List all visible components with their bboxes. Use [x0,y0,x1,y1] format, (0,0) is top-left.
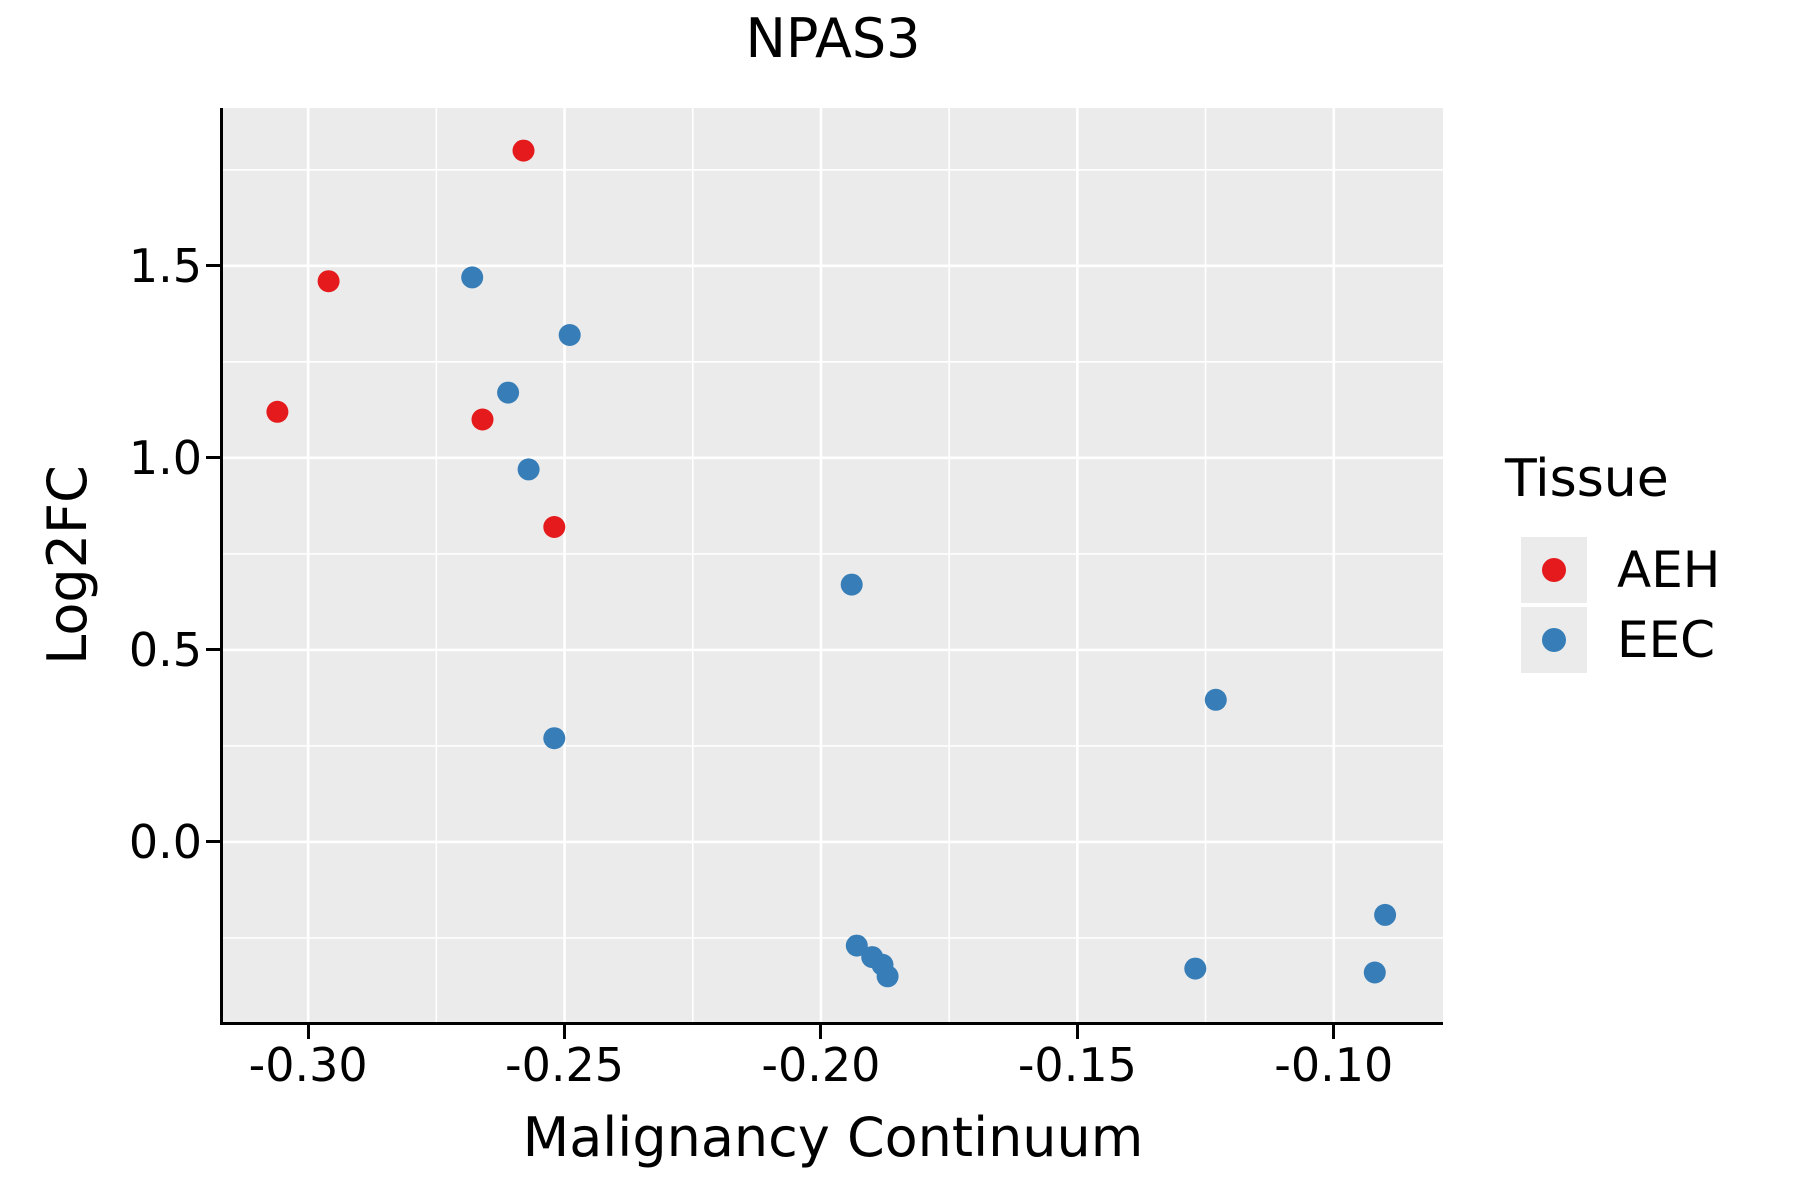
y-tick-mark [206,264,220,268]
data-point-eec [840,573,863,596]
legend-dot-icon [1542,628,1566,652]
data-point-eec [876,965,899,988]
legend-row-aeh: AEH [1505,535,1720,605]
legend-label: AEH [1617,541,1721,599]
y-tick-mark [206,840,220,844]
legend-label: EEC [1617,611,1716,669]
legend-row-eec: EEC [1505,605,1720,675]
data-point-eec [845,934,868,957]
x-tick-mark [563,1025,567,1039]
data-point-eec [517,458,540,481]
data-point-eec [1184,957,1207,980]
data-point-aeh [266,400,289,423]
y-tick-label: 1.0 [128,430,202,485]
legend: Tissue AEH EEC [1505,446,1720,675]
data-point-eec [543,727,566,750]
y-tick-mark [206,456,220,460]
y-axis-spine [220,108,223,1025]
x-tick-mark [1332,1025,1336,1039]
data-point-aeh [512,139,535,162]
x-tick-mark [1075,1025,1079,1039]
plot-title: NPAS3 [745,7,921,70]
legend-items: AEH EEC [1505,535,1720,675]
x-tick-label: -0.15 [1017,1038,1137,1092]
y-tick-label: 0.0 [128,814,202,869]
x-tick-label: -0.25 [505,1038,625,1092]
x-tick-mark [819,1025,823,1039]
y-tick-label: 0.5 [128,622,202,677]
data-point-aeh [543,516,566,538]
x-axis-spine [220,1022,1443,1025]
y-tick-label: 1.5 [128,238,202,293]
legend-key [1521,607,1587,673]
scatter-plot [223,108,1443,1022]
legend-key [1521,537,1587,603]
data-point-eec [1363,961,1386,984]
data-point-eec [1204,688,1227,711]
x-tick-mark [306,1025,310,1039]
x-tick-label: -0.10 [1274,1038,1394,1092]
legend-dot-icon [1542,558,1566,582]
data-point-eec [558,324,581,346]
data-point-eec [461,266,484,289]
y-tick-mark [206,648,220,652]
legend-title: Tissue [1505,449,1669,509]
x-axis-title: Malignancy Continuum [522,1106,1144,1169]
data-point-aeh [471,408,494,431]
x-tick-label: -0.30 [248,1038,368,1092]
data-point-eec [497,381,520,404]
data-point-eec [1374,903,1397,926]
data-point-aeh [317,270,340,293]
x-tick-label: -0.20 [761,1038,881,1092]
plot-panel [223,108,1443,1022]
